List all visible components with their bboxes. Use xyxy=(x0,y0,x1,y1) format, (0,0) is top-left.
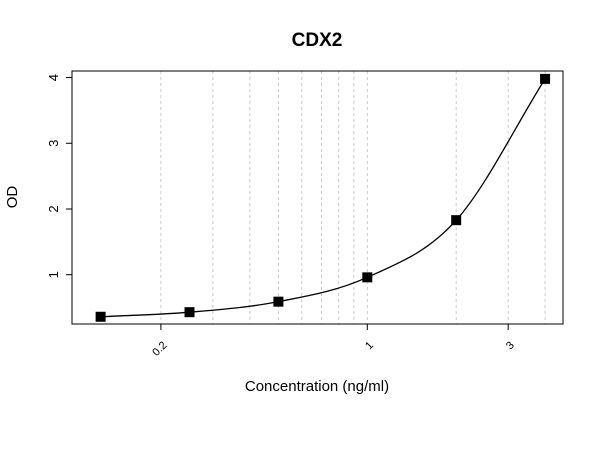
plot-frame xyxy=(71,70,564,325)
x-tick-label: 3 xyxy=(504,339,517,352)
grid xyxy=(160,71,546,324)
fit-curve xyxy=(100,78,546,318)
data-point xyxy=(273,296,284,307)
data-point xyxy=(95,311,106,322)
y-tick-label: 4 xyxy=(46,74,61,81)
x-axis-label: Concentration (ng/ml) xyxy=(245,378,389,395)
y-axis-ticks: 1 2 3 4 xyxy=(46,74,72,278)
data-point xyxy=(540,73,551,84)
data-point xyxy=(451,215,462,226)
y-tick-label: 1 xyxy=(46,271,61,278)
x-tick-label: 1 xyxy=(363,339,376,352)
y-tick-label: 2 xyxy=(46,205,61,212)
y-tick-label: 3 xyxy=(46,140,61,147)
data-point xyxy=(184,307,195,318)
x-tick-label: 0.2 xyxy=(150,339,169,358)
y-axis-label: OD xyxy=(4,186,21,209)
chart-title: CDX2 xyxy=(292,30,343,51)
data-point xyxy=(362,272,373,283)
data-points xyxy=(95,73,551,322)
x-axis-ticks: 0.2 1 3 xyxy=(150,324,517,359)
